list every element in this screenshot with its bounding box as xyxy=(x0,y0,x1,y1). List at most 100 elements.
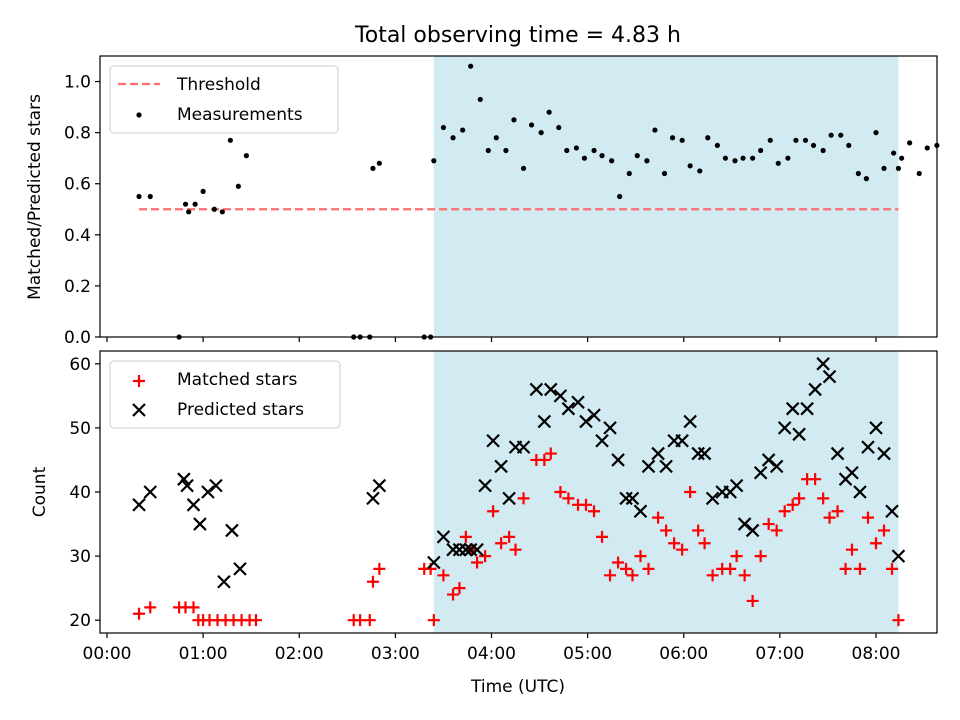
predicted-star-marker xyxy=(502,491,516,506)
predicted-star-marker xyxy=(816,357,830,371)
predicted-star-marker xyxy=(697,446,712,461)
x-tick-label: 08:00 xyxy=(852,644,901,664)
predicted-star-marker xyxy=(452,542,467,557)
matched-star-marker xyxy=(459,530,472,543)
top-panel: 0.0 0.2 0.4 0.6 0.8 1.0 Matched/Predicted sta… xyxy=(25,55,940,348)
measurement-point xyxy=(556,124,562,131)
matched-star-marker xyxy=(746,594,759,607)
measurement-point xyxy=(376,160,382,166)
predicted-star-marker xyxy=(180,478,194,493)
measurement-point xyxy=(793,137,799,143)
top-y-axis-label: Matched/Predicted stars xyxy=(25,94,45,300)
measurement-point xyxy=(243,153,249,159)
measurement-point xyxy=(219,209,225,215)
legend-measurement-swatch xyxy=(136,112,142,118)
predicted-star-marker xyxy=(372,478,387,493)
measurement-point xyxy=(669,135,676,141)
matched-star-marker xyxy=(831,505,844,518)
predicted-star-marker xyxy=(553,389,568,403)
predicted-star-marker xyxy=(675,433,689,448)
predicted-star-marker xyxy=(193,517,207,531)
measurement-point xyxy=(520,165,527,171)
predicted-star-marker xyxy=(691,446,705,461)
predicted-star-marker xyxy=(225,523,239,538)
matched-star-marker xyxy=(612,556,625,569)
measurement-point xyxy=(705,135,711,141)
measurement-point xyxy=(820,147,826,154)
x-tick-label: 03:00 xyxy=(371,644,420,664)
matched-star-marker xyxy=(562,492,575,505)
predicted-star-marker xyxy=(494,459,508,474)
predicted-star-marker xyxy=(853,485,867,499)
bottom-x-ticks: 00:00 01:00 02:00 03:00 04:00 05:00 06:00 07:00… xyxy=(83,633,901,664)
matched-star-marker xyxy=(692,524,705,537)
measurement-point xyxy=(758,147,764,154)
matched-star-marker xyxy=(652,511,665,524)
matched-star-marker xyxy=(363,614,376,627)
top-y-tick-label: 0.4 xyxy=(64,226,91,246)
predicted-star-marker xyxy=(529,382,544,397)
matched-star-marker xyxy=(684,486,697,498)
bottom-y-tick-label: 40 xyxy=(69,483,91,503)
measurement-point xyxy=(468,63,474,69)
x-tick-label: 05:00 xyxy=(563,644,612,664)
predicted-star-marker xyxy=(808,382,822,397)
measurement-point xyxy=(573,145,580,151)
predicted-star-marker xyxy=(729,478,744,493)
matched-star-marker xyxy=(786,498,799,511)
matched-star-marker xyxy=(596,530,609,543)
measurement-point xyxy=(136,193,142,200)
matched-star-marker xyxy=(495,537,508,550)
measurement-point xyxy=(581,155,588,161)
x-tick-label: 07:00 xyxy=(755,644,804,664)
measurement-point xyxy=(450,135,456,141)
predicted-star-marker xyxy=(822,369,837,384)
top-y-ticks: 0.0 0.2 0.4 0.6 0.8 1.0 xyxy=(64,73,100,348)
matched-star-marker xyxy=(554,486,567,498)
predicted-star-marker xyxy=(571,395,585,410)
legend-threshold-label: Threshold xyxy=(176,75,261,95)
top-x-ticks xyxy=(106,337,877,342)
measurement-point xyxy=(235,183,241,189)
matched-star-marker xyxy=(839,562,852,575)
predicted-star-marker xyxy=(132,498,146,512)
predicted-star-marker xyxy=(537,414,552,429)
x-tick-label: 02:00 xyxy=(275,644,324,664)
measurement-point xyxy=(907,140,913,146)
matched-star-marker xyxy=(604,569,617,582)
chart-title: Total observing time = 4.83 h xyxy=(354,23,681,48)
x-tick-label: 01:00 xyxy=(179,644,228,664)
measurement-point xyxy=(924,145,930,151)
bottom-y-tick-label: 20 xyxy=(69,611,91,631)
predicted-star-marker xyxy=(459,542,473,557)
matched-star-marker xyxy=(809,473,822,486)
matched-star-marker xyxy=(754,550,767,563)
matched-star-marker xyxy=(793,492,806,505)
bottom-legend-box xyxy=(109,360,341,429)
predicted-star-marker xyxy=(761,453,776,467)
measurement-point xyxy=(147,193,153,200)
legend-matched-swatch xyxy=(133,375,145,387)
measurement-point xyxy=(838,132,844,138)
predicted-star-marker xyxy=(792,427,806,442)
measurement-point xyxy=(767,137,773,143)
matched-star-marker xyxy=(366,575,379,588)
predicted-star-marker xyxy=(478,478,492,493)
predicted-star-marker xyxy=(516,440,531,454)
x-tick-label: 06:00 xyxy=(659,644,708,664)
measurement-point xyxy=(652,127,658,133)
top-legend-box xyxy=(109,65,339,134)
top-legend: Threshold Measurements xyxy=(109,65,339,134)
measurement-point xyxy=(591,147,597,154)
measurement-point xyxy=(661,170,668,177)
predicted-star-marker xyxy=(753,465,768,480)
top-y-tick-label: 1.0 xyxy=(64,73,91,93)
measurement-point xyxy=(891,150,897,156)
matched-star-marker xyxy=(706,569,719,582)
x-axis-label: Time (UTC) xyxy=(470,677,565,697)
predicted-star-marker xyxy=(463,542,478,557)
matched-star-marker xyxy=(503,530,516,543)
measurement-point xyxy=(828,132,834,138)
matched-star-marker xyxy=(144,601,157,614)
matched-star-marker xyxy=(133,607,146,620)
